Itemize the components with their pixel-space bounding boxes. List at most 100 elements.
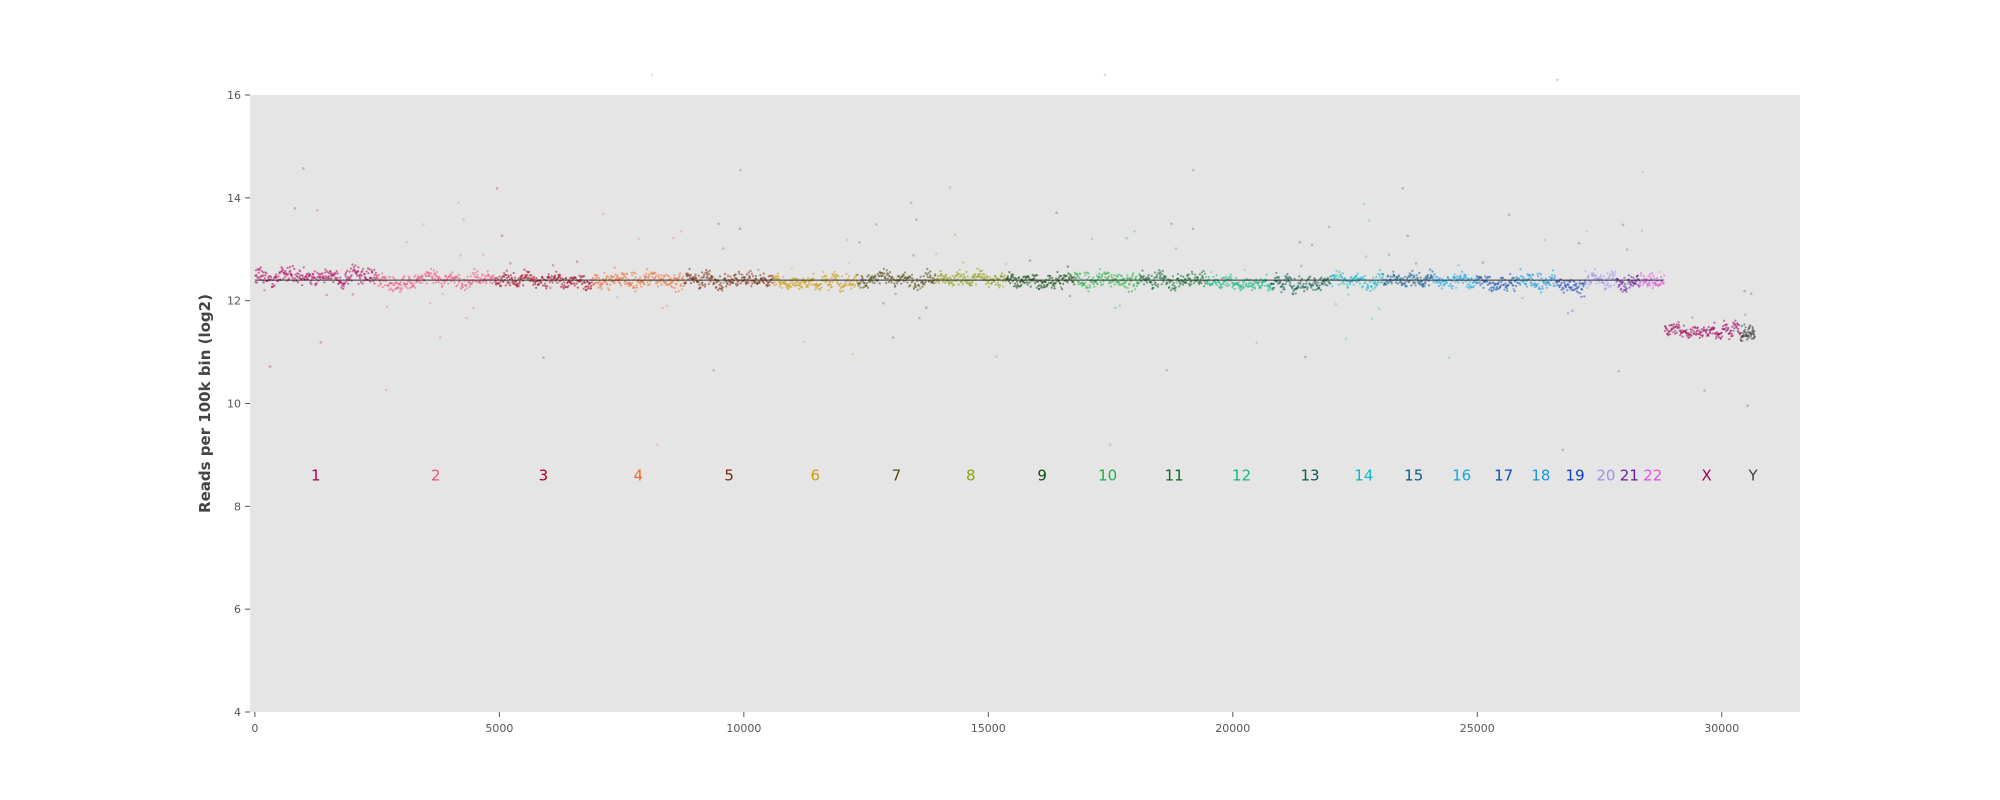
- data-point: [816, 287, 820, 290]
- data-point: [1749, 335, 1752, 338]
- data-point: [489, 281, 492, 284]
- data-point: [1281, 285, 1284, 288]
- data-point: [1611, 276, 1614, 279]
- data-point: [1506, 289, 1509, 292]
- data-point: [1129, 280, 1133, 283]
- data-point: [656, 281, 659, 284]
- data-point: [672, 280, 675, 283]
- data-point: [413, 282, 416, 285]
- data-point: [1614, 270, 1617, 273]
- data-point: [659, 280, 662, 283]
- data-point: [351, 263, 354, 266]
- data-point: [1150, 281, 1153, 284]
- data-point: [371, 270, 374, 273]
- data-point: [1153, 276, 1156, 279]
- data-point: [278, 272, 281, 275]
- data-point: [1055, 211, 1058, 215]
- data-point: [1187, 273, 1190, 276]
- data-point: [1612, 272, 1615, 275]
- data-point: [596, 274, 599, 277]
- data-point: [1416, 277, 1419, 280]
- data-point: [1489, 282, 1492, 285]
- data-point: [1261, 284, 1264, 287]
- chromosome-points-6: [772, 238, 859, 356]
- data-point: [1040, 284, 1043, 287]
- data-point: [1379, 277, 1382, 280]
- data-point: [1036, 280, 1040, 283]
- data-point: [680, 288, 684, 291]
- data-point: [399, 281, 402, 284]
- data-point: [604, 277, 608, 280]
- data-point: [284, 269, 287, 272]
- data-point: [679, 283, 683, 286]
- data-point: [654, 282, 658, 285]
- data-point: [285, 272, 288, 275]
- data-point: [1147, 274, 1150, 277]
- data-point: [854, 275, 857, 278]
- data-point: [825, 274, 828, 277]
- data-point: [721, 247, 725, 250]
- data-point: [856, 273, 859, 276]
- data-point: [988, 276, 991, 279]
- data-point: [757, 268, 760, 272]
- data-point: [368, 268, 371, 271]
- data-point: [765, 280, 768, 283]
- data-point: [1583, 281, 1586, 284]
- data-point: [1135, 275, 1138, 278]
- x-tick-label: 25000: [1460, 722, 1495, 735]
- data-point: [929, 274, 932, 277]
- data-point: [719, 281, 722, 285]
- data-point: [748, 276, 752, 280]
- data-point: [861, 280, 865, 283]
- data-point: [1196, 276, 1200, 279]
- data-point: [549, 277, 552, 280]
- data-point: [814, 288, 817, 291]
- data-point: [1618, 284, 1621, 287]
- data-point: [459, 254, 462, 257]
- data-point: [1126, 274, 1129, 277]
- data-point: [1426, 277, 1429, 280]
- data-point: [327, 275, 330, 278]
- data-point: [1404, 275, 1407, 278]
- data-point: [1561, 448, 1565, 452]
- y-tick-label: 14: [227, 192, 241, 205]
- data-point: [1203, 285, 1206, 288]
- data-point: [1464, 280, 1467, 283]
- data-point: [1369, 289, 1372, 293]
- data-point: [1140, 280, 1143, 283]
- data-point: [1406, 234, 1409, 237]
- data-point: [925, 273, 929, 276]
- data-point: [1441, 277, 1444, 280]
- data-point: [532, 283, 535, 286]
- data-point: [1740, 331, 1743, 334]
- data-point: [926, 267, 929, 271]
- data-point: [705, 273, 709, 276]
- data-point: [1109, 281, 1112, 284]
- data-point: [282, 277, 285, 280]
- data-point: [847, 262, 850, 265]
- data-point: [874, 275, 877, 278]
- data-point: [1338, 275, 1341, 278]
- data-point: [650, 73, 654, 77]
- data-point: [942, 280, 945, 283]
- data-point: [871, 275, 874, 278]
- data-point: [583, 275, 586, 278]
- data-point: [473, 267, 476, 271]
- data-point: [738, 227, 742, 231]
- data-point: [772, 274, 775, 277]
- data-point: [915, 218, 918, 221]
- data-point: [1555, 281, 1558, 284]
- data-point: [590, 285, 593, 288]
- data-point: [845, 272, 848, 275]
- data-point: [1449, 285, 1453, 288]
- data-point: [330, 277, 333, 280]
- data-point: [748, 274, 751, 277]
- data-point: [1748, 327, 1751, 330]
- data-point: [425, 282, 428, 285]
- chromosome-label-10: 10: [1098, 466, 1117, 484]
- chromosome-points-21: [1615, 223, 1641, 373]
- data-point: [600, 285, 603, 288]
- data-point: [509, 262, 512, 265]
- data-point: [812, 272, 815, 275]
- data-point: [441, 292, 445, 296]
